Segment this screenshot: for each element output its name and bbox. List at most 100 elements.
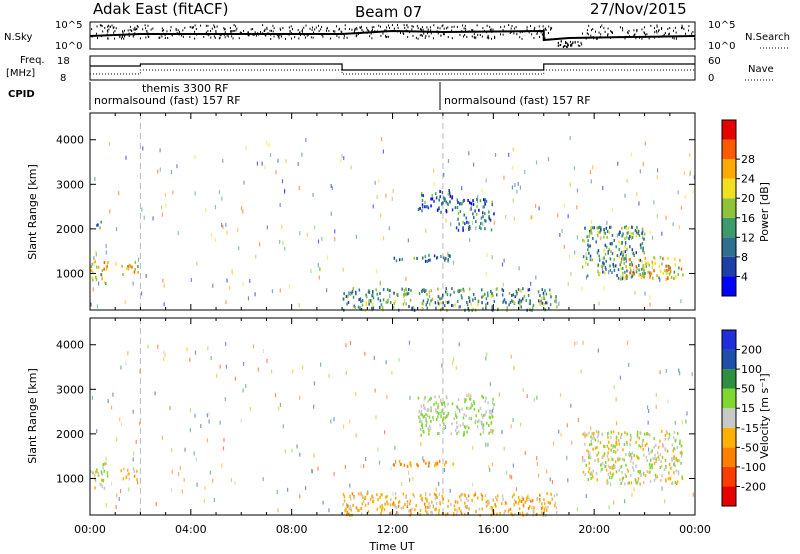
data-cell: [423, 397, 426, 401]
data-cell: [514, 512, 516, 516]
data-cell: [665, 264, 667, 268]
data-cell: [492, 397, 494, 401]
nsky-point: [577, 44, 579, 47]
scatter-cell: [110, 481, 113, 486]
data-cell: [584, 473, 587, 477]
data-cell: [605, 226, 608, 230]
data-cell: [539, 493, 541, 497]
scatter-cell: [380, 213, 382, 218]
data-cell: [376, 493, 378, 497]
data-cell: [591, 431, 594, 435]
data-cell: [647, 261, 649, 265]
data-cell: [410, 464, 412, 468]
data-cell: [395, 506, 398, 510]
data-cell: [583, 442, 586, 446]
data-cell: [435, 493, 437, 497]
scatter-cell: [194, 191, 196, 196]
data-cell: [447, 253, 450, 257]
nsky-point: [476, 24, 478, 27]
data-cell: [643, 453, 645, 457]
scatter-cell: [132, 409, 134, 414]
data-cell: [603, 464, 606, 468]
data-cell: [450, 432, 453, 436]
scatter-cell: [161, 212, 164, 217]
scatter-cell: [155, 501, 157, 506]
data-cell: [403, 288, 406, 292]
data-cell: [406, 501, 409, 505]
data-cell: [467, 221, 470, 225]
colorbar-swatch: [722, 159, 736, 179]
data-cell: [442, 497, 444, 501]
data-cell: [606, 444, 609, 448]
data-cell: [454, 206, 457, 210]
scatter-cell: [139, 369, 141, 374]
data-cell: [462, 226, 464, 230]
data-cell: [343, 292, 345, 296]
data-cell: [486, 301, 489, 305]
nsky-point: [361, 28, 363, 31]
nsky-point: [422, 28, 424, 31]
scatter-cell: [452, 360, 454, 365]
nsky-point: [429, 26, 431, 29]
nsky-point: [336, 34, 338, 37]
data-cell: [620, 250, 623, 254]
data-cell: [458, 305, 460, 309]
scatter-cell: [443, 172, 445, 177]
data-cell: [360, 512, 363, 516]
colorbar-tick-label: 16: [741, 212, 755, 225]
data-cell: [635, 270, 638, 274]
data-cell: [484, 198, 487, 202]
nsky-point: [521, 37, 523, 40]
scatter-cell: [585, 252, 587, 257]
data-cell: [544, 301, 547, 305]
data-cell: [425, 419, 427, 423]
data-cell: [591, 258, 594, 262]
nsky-point: [189, 26, 191, 29]
data-cell: [390, 498, 392, 502]
data-cell: [391, 503, 394, 507]
data-cell: [427, 298, 429, 302]
scatter-cell: [444, 425, 447, 430]
data-cell: [464, 512, 466, 516]
nsky-point: [379, 25, 381, 28]
data-cell: [435, 418, 438, 422]
data-cell: [545, 508, 548, 512]
scatter-cell: [334, 229, 336, 234]
data-cell: [389, 503, 392, 507]
nsky-point: [567, 44, 569, 47]
data-cell: [451, 304, 454, 308]
nsky-point: [627, 31, 629, 34]
nsky-point: [643, 31, 645, 34]
data-cell: [624, 473, 627, 477]
data-cell: [431, 511, 433, 515]
scatter-cell: [196, 482, 198, 487]
nsky-point: [451, 37, 453, 40]
data-cell: [438, 492, 441, 496]
scatter-cell: [120, 422, 123, 427]
scatter-cell: [277, 158, 279, 163]
data-cell: [480, 493, 483, 497]
cpid-label: CPID: [8, 89, 35, 100]
data-cell: [492, 498, 495, 502]
nsky-point: [519, 36, 521, 39]
nsky-point: [425, 35, 427, 38]
data-cell: [481, 497, 483, 501]
scatter-cell: [597, 348, 600, 353]
nsky-point: [426, 26, 428, 29]
scatter-cell: [395, 459, 397, 464]
data-cell: [595, 240, 597, 244]
data-cell: [385, 300, 388, 304]
data-cell: [614, 460, 617, 464]
data-cell: [461, 296, 463, 300]
scatter-cell: [459, 408, 461, 413]
scatter-cell: [298, 395, 301, 400]
nsky-point: [208, 34, 210, 37]
data-cell: [630, 275, 633, 279]
data-cell: [611, 475, 613, 479]
data-cell: [395, 510, 398, 514]
data-cell: [97, 472, 99, 476]
data-cell: [635, 251, 638, 255]
nsky-point: [536, 31, 538, 34]
data-cell: [463, 289, 465, 293]
